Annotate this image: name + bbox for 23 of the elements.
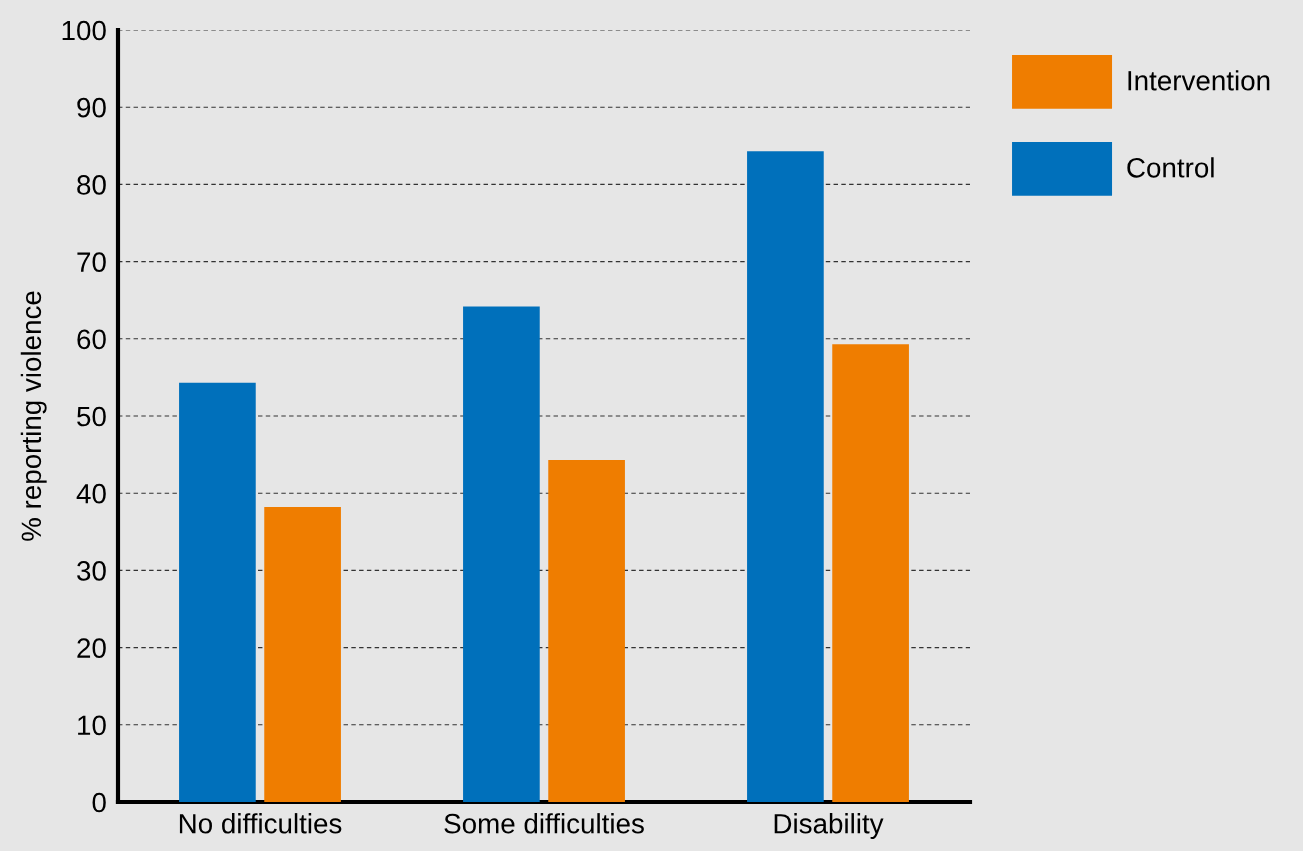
y-tick-label: 0 (92, 792, 106, 813)
x-tick-label: Disability (774, 813, 884, 840)
x-tick-label: No difficulties (179, 813, 342, 834)
y-tick-label: 20 (77, 638, 106, 658)
y-tick-label: 10 (78, 715, 106, 736)
y-tick-label: 80 (77, 175, 106, 195)
y-axis-title: % reporting violence (20, 291, 47, 541)
legend-label: Control (1127, 157, 1214, 178)
y-tick-label: 90 (77, 97, 106, 118)
y-tick-label: 60 (77, 329, 106, 350)
y-tick-label: 40 (76, 483, 106, 504)
bar (832, 344, 909, 802)
bar (548, 460, 625, 802)
y-tick-label: 50 (77, 406, 106, 427)
y-tick-label: 70 (77, 252, 106, 272)
bar (264, 507, 341, 802)
y-tick-label: 100 (62, 20, 106, 41)
legend-label: Intervention (1128, 70, 1270, 91)
y-tick-label: 30 (77, 561, 106, 581)
bar (463, 306, 540, 802)
bar (179, 382, 256, 802)
bar (747, 151, 824, 802)
x-tick-label: Some difficulties (444, 813, 644, 834)
